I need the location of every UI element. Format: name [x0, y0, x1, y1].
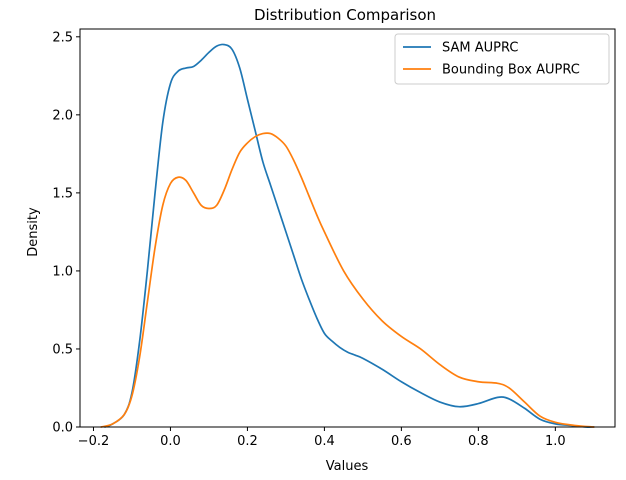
legend-label-bounding-box-auprc: Bounding Box AUPRC	[442, 63, 580, 78]
y-tick-label: 1.5	[52, 186, 73, 201]
y-axis-label: Density	[26, 207, 41, 257]
series-line-sam-auprc	[104, 43, 595, 428]
x-axis: −0.2 0.0 0.2 0.4 0.6 0.8 1.0	[78, 427, 566, 449]
legend[interactable]: SAM AUPRC Bounding Box AUPRC	[394, 33, 610, 85]
x-tick-label: 0.2	[237, 434, 258, 449]
x-tick-label: 0.8	[468, 434, 489, 449]
x-tick-label: 0.6	[391, 434, 412, 449]
y-tick-label: 2.5	[52, 30, 73, 45]
series-line-bounding-box-auprc	[100, 132, 595, 428]
y-tick-label: 0.0	[52, 421, 73, 436]
y-tick-label: 1.0	[52, 264, 73, 279]
x-tick-label: 0.0	[160, 434, 181, 449]
y-tick-label: 0.5	[52, 342, 73, 357]
y-tick-label: 2.0	[52, 108, 73, 123]
series-layer	[100, 43, 595, 428]
chart-title: Distribution Comparison	[254, 6, 436, 24]
legend-box	[394, 33, 610, 85]
x-tick-label: −0.2	[78, 434, 110, 449]
x-axis-label: Values	[326, 459, 369, 474]
plot-frame	[79, 28, 616, 428]
x-tick-label: 1.0	[545, 434, 566, 449]
y-axis: 0.0 0.5 1.0 1.5 2.0 2.5	[52, 30, 80, 436]
legend-label-sam-auprc: SAM AUPRC	[442, 41, 518, 56]
x-tick-label: 0.4	[314, 434, 335, 449]
